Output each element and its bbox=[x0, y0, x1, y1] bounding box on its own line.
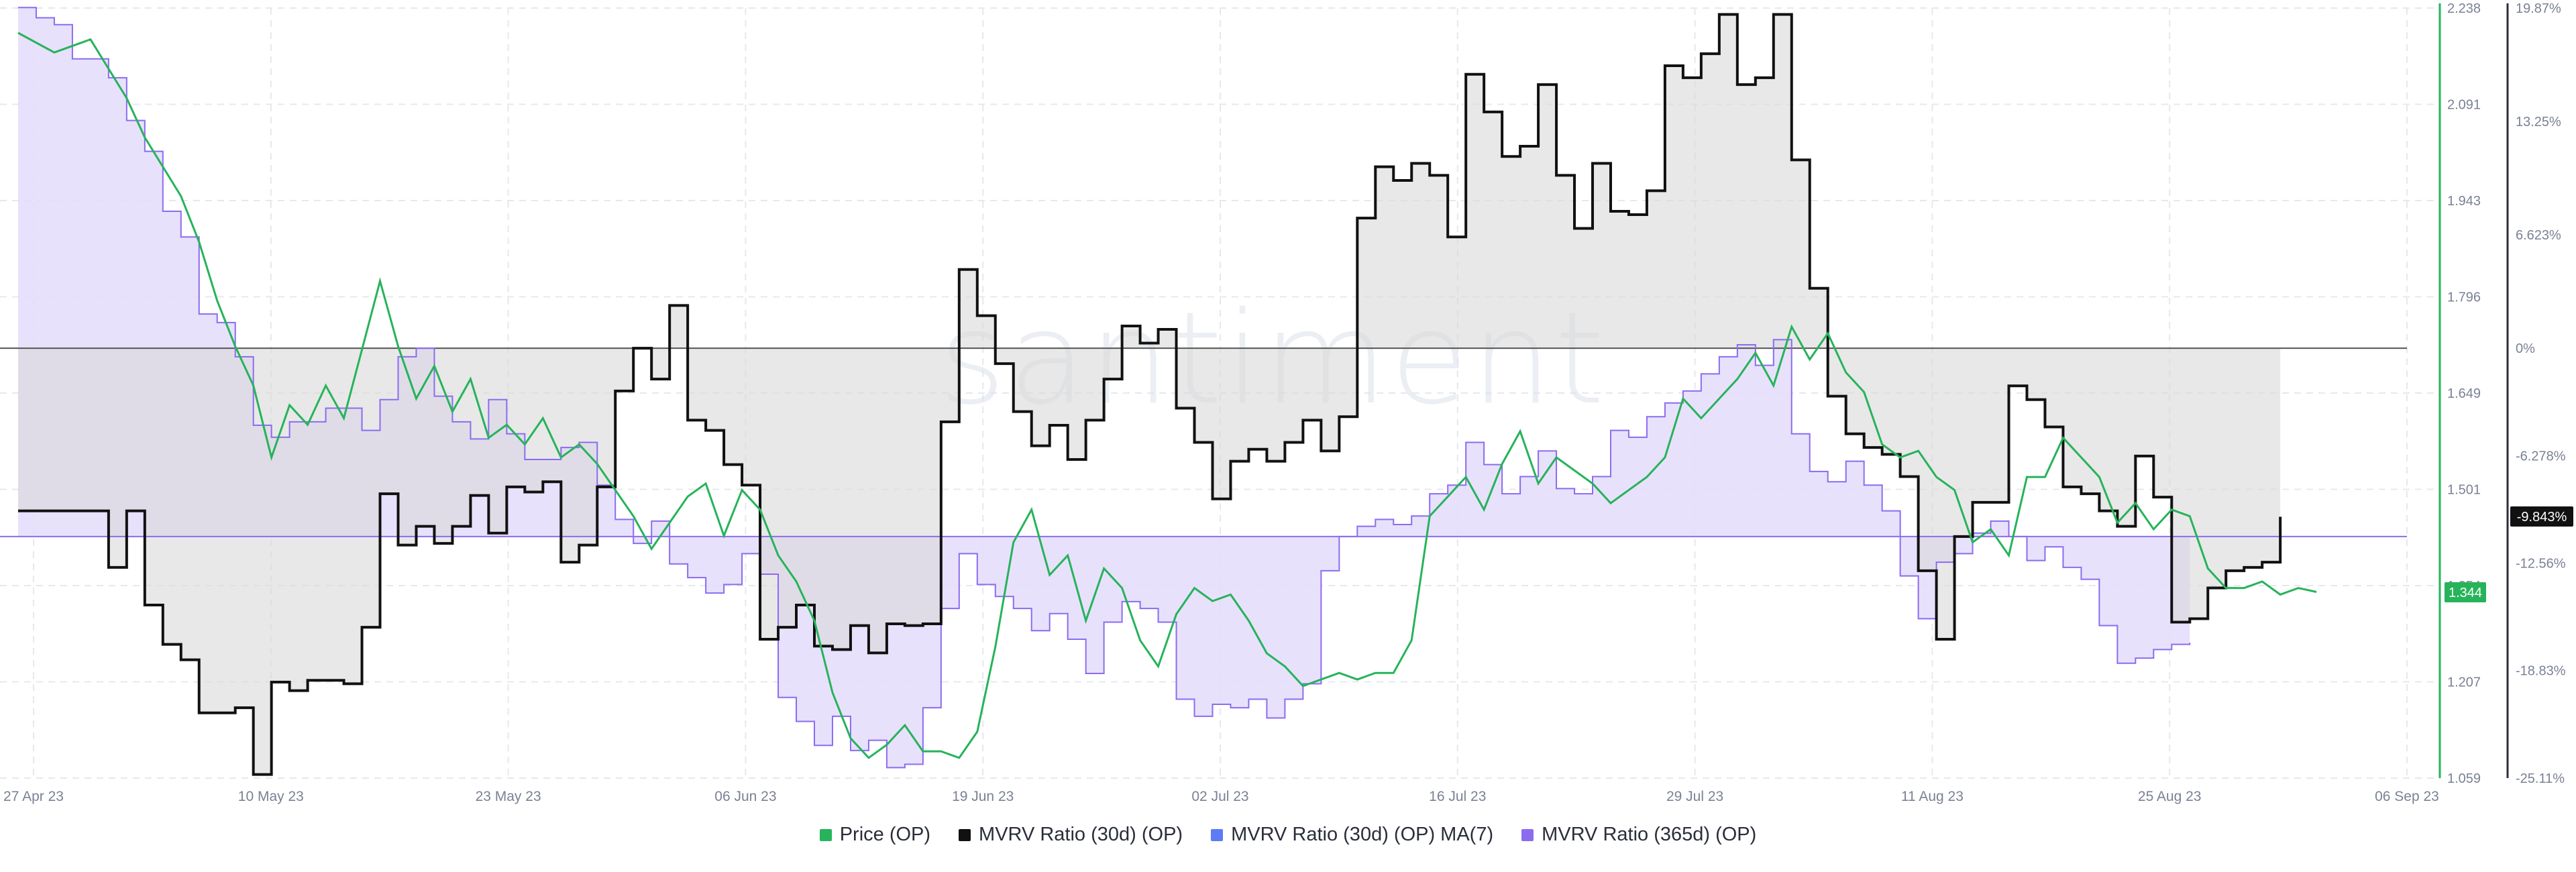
x-tick-label: 29 Jul 23 bbox=[1666, 789, 1723, 804]
mvrv-30d-line bbox=[17, 13, 2282, 776]
legend-label: MVRV Ratio (30d) (OP) MA(7) bbox=[1231, 824, 1494, 845]
mvrv-current-value: -9.843% bbox=[2517, 510, 2567, 525]
series-lines bbox=[0, 7, 2407, 776]
legend-item-mvrv-30d-ma7[interactable]: MVRV Ratio (30d) (OP) MA(7) bbox=[1211, 824, 1493, 846]
legend-swatch bbox=[819, 828, 832, 841]
mvrv-tick-label: -18.83% bbox=[2516, 664, 2566, 679]
area-fills bbox=[17, 7, 2281, 775]
x-tick-label: 25 Aug 23 bbox=[2138, 789, 2202, 804]
x-tick-label: 11 Aug 23 bbox=[1901, 789, 1964, 804]
mvrv-tick-label: -12.56% bbox=[2516, 557, 2566, 571]
mvrv-tick-label: 19.87% bbox=[2516, 1, 2561, 16]
mvrv-tick-label: 6.623% bbox=[2516, 228, 2561, 243]
legend-swatch bbox=[959, 828, 971, 841]
x-tick-label: 02 Jul 23 bbox=[1191, 789, 1248, 804]
price-tick-label: 1.207 bbox=[2447, 675, 2481, 690]
x-tick-label: 16 Jul 23 bbox=[1429, 789, 1486, 804]
mvrv-tick-label: 13.25% bbox=[2516, 115, 2561, 129]
legend-item-mvrv-30d[interactable]: MVRV Ratio (30d) (OP) bbox=[959, 824, 1183, 846]
price-current-value: 1.344 bbox=[2449, 586, 2482, 600]
legend-label: MVRV Ratio (30d) (OP) bbox=[979, 824, 1183, 845]
price-line bbox=[17, 32, 2317, 759]
tick-labels: 2.2382.0911.9431.7961.6491.5011.3541.207… bbox=[3, 1, 2566, 804]
price-tick-label: 2.091 bbox=[2447, 98, 2481, 113]
legend-swatch bbox=[1521, 828, 1534, 841]
mvrv-tick-label: -25.11% bbox=[2516, 771, 2565, 786]
x-tick-label: 27 Apr 23 bbox=[3, 789, 64, 804]
price-tick-label: 1.649 bbox=[2447, 386, 2481, 401]
x-tick-label: 06 Jun 23 bbox=[714, 789, 776, 804]
mvrv-365d-area bbox=[17, 7, 2190, 768]
price-tick-label: 1.059 bbox=[2447, 771, 2481, 786]
mvrv-tick-label: -6.278% bbox=[2516, 449, 2566, 464]
legend-item-mvrv-365d[interactable]: MVRV Ratio (365d) (OP) bbox=[1521, 824, 1756, 846]
price-tick-label: 1.943 bbox=[2447, 194, 2481, 209]
x-tick-label: 06 Sep 23 bbox=[2375, 789, 2439, 804]
legend-item-price[interactable]: Price (OP) bbox=[819, 824, 931, 846]
legend: Price (OP) MVRV Ratio (30d) (OP) MVRV Ra… bbox=[0, 824, 2576, 846]
x-tick-label: 23 May 23 bbox=[476, 789, 541, 804]
x-tick-label: 10 May 23 bbox=[238, 789, 304, 804]
mvrv-30d-area bbox=[17, 14, 2281, 775]
price-tick-label: 1.501 bbox=[2447, 483, 2481, 498]
price-tick-label: 2.238 bbox=[2447, 1, 2481, 16]
mvrv-365d-line bbox=[17, 7, 2191, 769]
legend-swatch bbox=[1211, 828, 1224, 841]
legend-label: Price (OP) bbox=[839, 824, 931, 845]
price-tick-label: 1.796 bbox=[2447, 290, 2481, 305]
axes bbox=[2438, 3, 2509, 778]
legend-label: MVRV Ratio (365d) (OP) bbox=[1542, 824, 1757, 845]
x-tick-label: 19 Jun 23 bbox=[952, 789, 1014, 804]
price-current-badge: 1.344 bbox=[2445, 582, 2486, 602]
mvrv-tick-label: 0% bbox=[2516, 341, 2535, 356]
mvrv-current-badge: -9.843% bbox=[2510, 506, 2573, 527]
